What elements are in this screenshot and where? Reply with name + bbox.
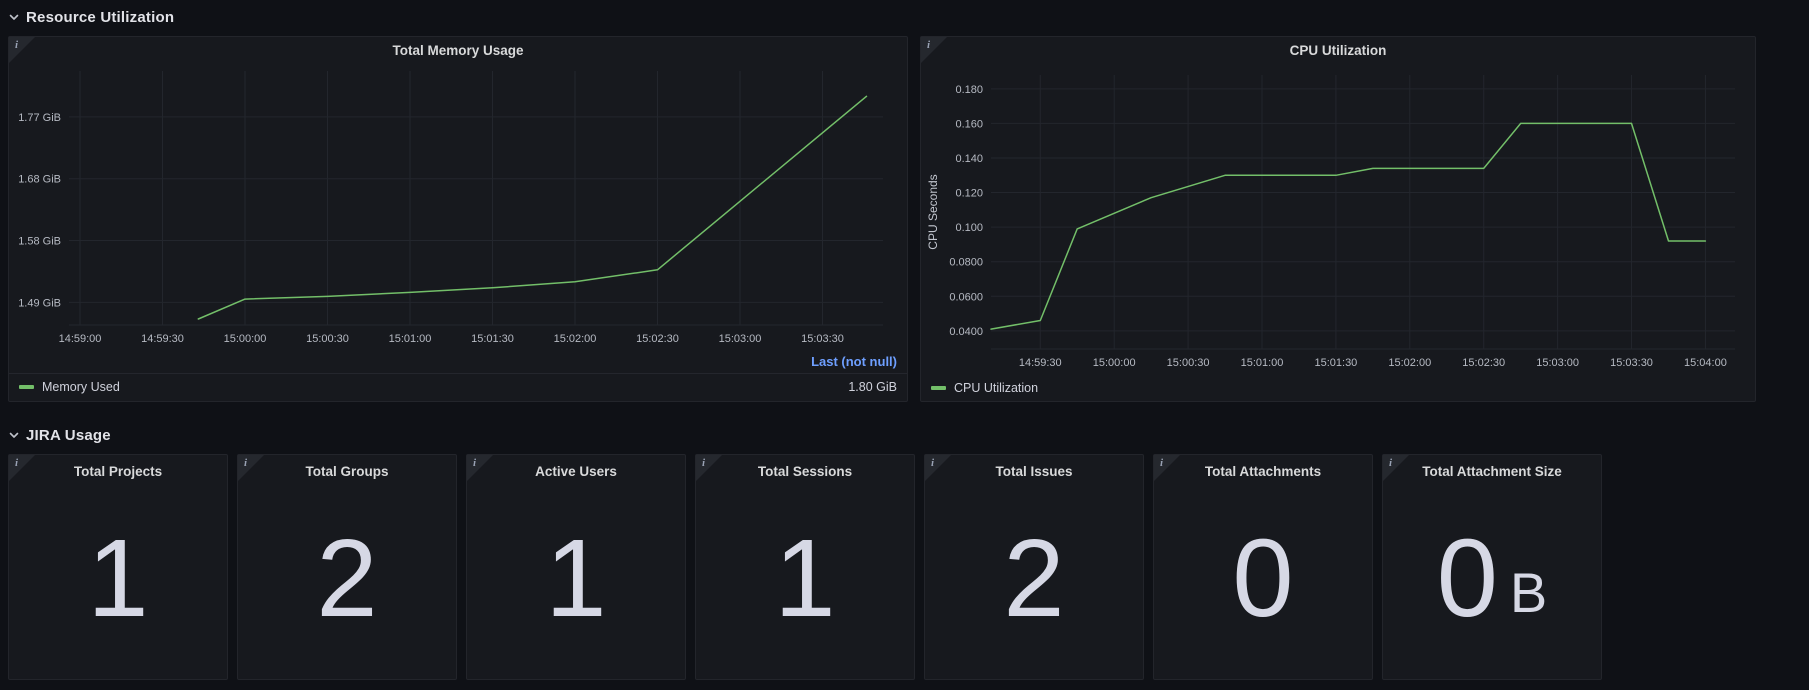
legend-row: Memory Used 1.80 GiB <box>9 374 907 394</box>
chevron-down-icon <box>8 11 20 23</box>
stat-number: 1 <box>774 517 836 640</box>
stat-title[interactable]: Total Projects <box>73 464 163 479</box>
section-resource-utilization[interactable]: Resource Utilization <box>8 6 174 28</box>
memory-chart-svg[interactable]: 14:59:00 14:59:30 15:00:00 15:00:30 15:01:00… <box>13 63 905 351</box>
panel-info-icon[interactable] <box>1154 455 1180 481</box>
x-tick-label: 15:01:00 <box>1241 357 1284 369</box>
y-tick-label: 1.49 GiB <box>18 297 61 309</box>
stat-number: 2 <box>1003 517 1065 640</box>
stat-value: 0 <box>1154 479 1372 679</box>
stat-title[interactable]: Total Attachment Size <box>1422 464 1562 479</box>
stat-title[interactable]: Total Issues <box>995 464 1073 479</box>
legend-series-value: 1.80 GiB <box>848 380 897 394</box>
y-tick-label: 0.160 <box>955 118 983 130</box>
x-tick-label: 15:03:00 <box>1536 357 1579 369</box>
stat-unit: B <box>1509 561 1548 624</box>
y-tick-label: 0.0600 <box>949 291 983 303</box>
y-tick-label: 0.0800 <box>949 257 983 269</box>
x-tick-label: 15:03:30 <box>801 333 844 345</box>
stats-row: i Total Projects 1 i Total Groups 2 i Ac… <box>8 454 1602 680</box>
x-tick-label: 14:59:00 <box>59 333 102 345</box>
stat-number: 2 <box>316 517 378 640</box>
legend-divider <box>9 373 907 374</box>
y-axis-title: CPU Seconds <box>926 174 940 249</box>
section-title: JIRA Usage <box>26 426 111 444</box>
series-color-marker <box>931 386 946 390</box>
x-tick-label: 15:02:00 <box>1388 357 1431 369</box>
x-tick-label: 15:03:00 <box>719 333 762 345</box>
panel-info-icon[interactable] <box>696 455 722 481</box>
x-tick-label: 15:01:30 <box>471 333 514 345</box>
x-tick-label: 14:59:30 <box>141 333 184 345</box>
stat-panel-active-users: i Active Users 1 <box>466 454 686 680</box>
panel-info-icon[interactable] <box>925 455 951 481</box>
cpu-legend: CPU Utilization <box>921 375 1755 395</box>
x-tick-label: 15:03:30 <box>1610 357 1653 369</box>
panel-info-icon[interactable] <box>467 455 493 481</box>
cpu-chart-svg[interactable]: 14:59:30 15:00:00 15:00:30 15:01:00 15:01:30… <box>925 63 1749 375</box>
y-tick-label: 0.120 <box>955 188 983 200</box>
y-tick-label: 1.58 GiB <box>18 236 61 248</box>
y-tick-label: 1.77 GiB <box>18 112 61 124</box>
y-tick-label: 0.180 <box>955 84 983 96</box>
y-tick-label: 0.140 <box>955 153 983 165</box>
x-tick-label: 15:01:00 <box>389 333 432 345</box>
series-line-memory-used <box>197 95 868 320</box>
y-tick-label: 0.0400 <box>949 326 983 338</box>
x-tick-label: 15:00:00 <box>224 333 267 345</box>
stat-panel-total-projects: i Total Projects 1 <box>8 454 228 680</box>
y-tick-label: 1.68 GiB <box>18 174 61 186</box>
stat-title[interactable]: Total Sessions <box>757 464 853 479</box>
stat-number: 1 <box>545 517 607 640</box>
stat-value: 1 <box>467 479 685 679</box>
stat-value: 2 <box>238 479 456 679</box>
section-jira-usage[interactable]: JIRA Usage <box>8 424 111 446</box>
x-tick-label: 15:00:30 <box>306 333 349 345</box>
y-tick-label: 0.100 <box>955 222 983 234</box>
x-tick-label: 15:02:30 <box>1462 357 1505 369</box>
panel-total-memory-usage: i Total Memory Usage 14:59:00 14:59:30 15:… <box>8 36 908 402</box>
stat-panel-total-groups: i Total Groups 2 <box>237 454 457 680</box>
panel-title[interactable]: Total Memory Usage <box>392 42 524 58</box>
panel-info-icon[interactable] <box>9 37 35 63</box>
chevron-down-icon <box>8 429 20 441</box>
grid <box>69 71 883 326</box>
legend-row: CPU Utilization <box>921 375 1755 395</box>
stat-title[interactable]: Total Groups <box>305 464 389 479</box>
x-tick-label: 15:00:00 <box>1093 357 1136 369</box>
stat-value: 2 <box>925 479 1143 679</box>
panel-info-icon[interactable] <box>1383 455 1409 481</box>
x-tick-label: 15:01:30 <box>1314 357 1357 369</box>
panel-title[interactable]: CPU Utilization <box>1289 42 1387 58</box>
panel-info-icon[interactable] <box>9 455 35 481</box>
stat-value: 1 <box>9 479 227 679</box>
stat-value: 1 <box>696 479 914 679</box>
memory-legend: Last (not null) Memory Used 1.80 GiB <box>9 351 907 394</box>
panel-info-icon[interactable] <box>921 37 947 63</box>
series-color-marker <box>19 385 34 389</box>
legend-series-name[interactable]: CPU Utilization <box>954 381 1039 395</box>
panel-cpu-utilization: i CPU Utilization 14:59:30 15:00:00 15:00:… <box>920 36 1756 402</box>
x-tick-label: 15:04:00 <box>1684 357 1727 369</box>
stat-panel-total-sessions: i Total Sessions 1 <box>695 454 915 680</box>
stat-number: 0 <box>1232 517 1294 640</box>
legend-calc-header[interactable]: Last (not null) <box>811 354 897 369</box>
stat-number: 0 <box>1436 517 1498 640</box>
x-tick-label: 15:00:30 <box>1167 357 1210 369</box>
panel-info-icon[interactable] <box>238 455 264 481</box>
stat-title[interactable]: Total Attachments <box>1204 464 1322 479</box>
series-line-cpu-utilization <box>990 122 1707 330</box>
legend-series-name[interactable]: Memory Used <box>42 380 120 394</box>
grid <box>991 75 1735 350</box>
stat-panel-total-attachments: i Total Attachments 0 <box>1153 454 1373 680</box>
stat-title[interactable]: Active Users <box>535 464 617 479</box>
stat-number: 1 <box>87 517 149 640</box>
x-tick-label: 14:59:30 <box>1019 357 1062 369</box>
section-title: Resource Utilization <box>26 8 175 26</box>
x-tick-label: 15:02:30 <box>636 333 679 345</box>
x-tick-label: 15:02:00 <box>554 333 597 345</box>
stat-panel-total-issues: i Total Issues 2 <box>924 454 1144 680</box>
